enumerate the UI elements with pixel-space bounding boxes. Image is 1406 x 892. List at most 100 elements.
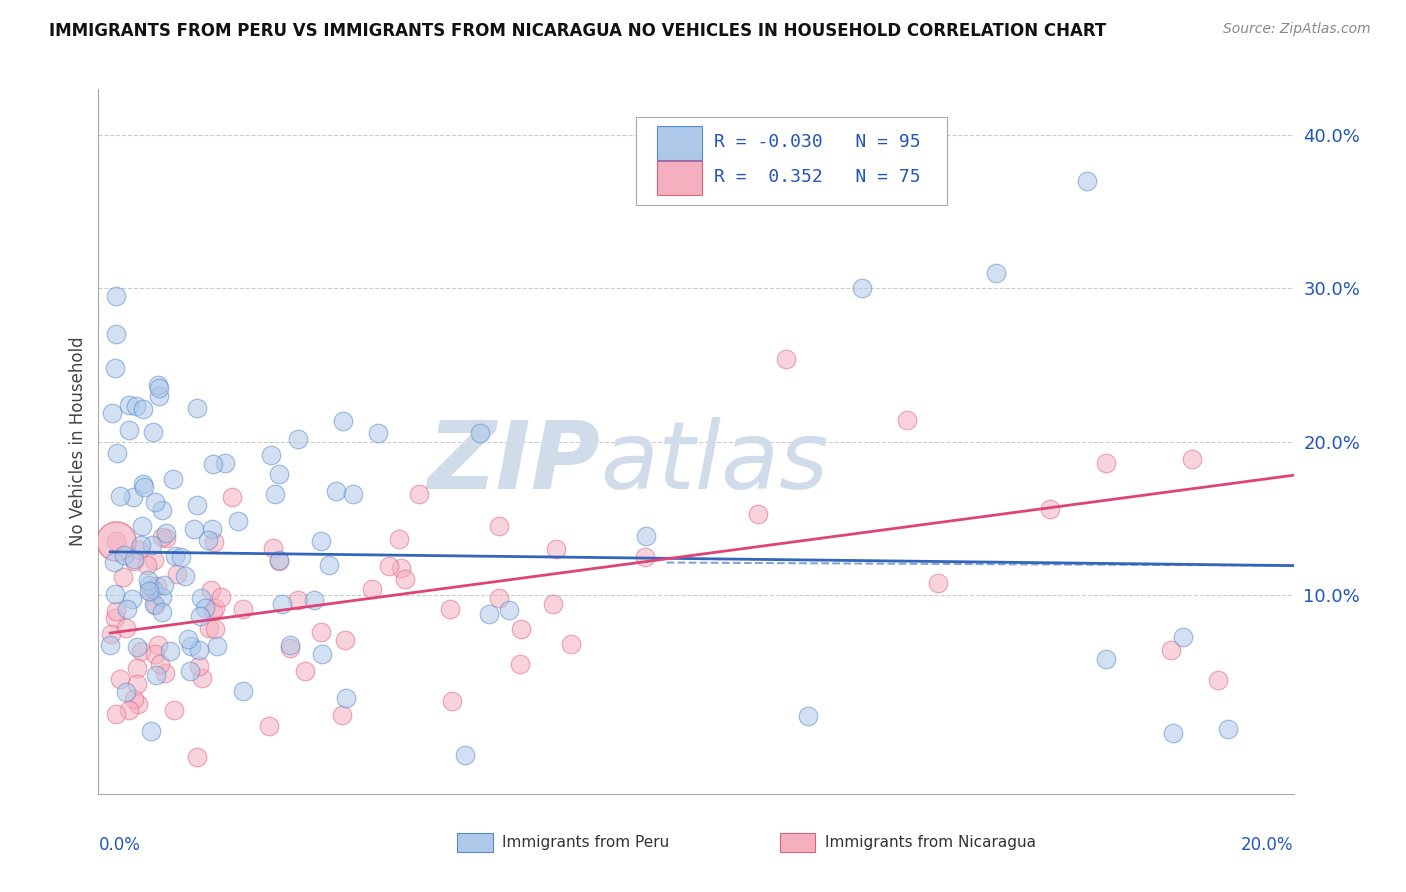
Point bbox=[153, 578, 176, 592]
Point bbox=[127, 677, 149, 691]
Point bbox=[267, 467, 290, 481]
Point bbox=[851, 281, 873, 295]
Point bbox=[394, 572, 416, 586]
Text: R = -0.030   N = 95: R = -0.030 N = 95 bbox=[714, 133, 921, 151]
Point bbox=[468, 425, 491, 440]
Point bbox=[138, 584, 160, 599]
Point bbox=[1161, 726, 1184, 740]
Point bbox=[166, 567, 188, 582]
Point bbox=[138, 578, 160, 592]
Point bbox=[163, 703, 186, 717]
Point bbox=[162, 472, 184, 486]
Point bbox=[122, 552, 145, 566]
Point bbox=[205, 639, 228, 653]
Point bbox=[267, 554, 290, 568]
Point bbox=[177, 632, 200, 646]
Point bbox=[232, 683, 254, 698]
FancyBboxPatch shape bbox=[779, 832, 815, 853]
Text: 20.0%: 20.0% bbox=[1241, 836, 1294, 855]
Point bbox=[201, 522, 224, 536]
Point bbox=[498, 602, 520, 616]
Point bbox=[174, 569, 197, 583]
Point bbox=[129, 538, 152, 552]
Point bbox=[142, 553, 165, 567]
Point bbox=[1076, 174, 1098, 188]
Point bbox=[121, 591, 143, 606]
Point bbox=[170, 549, 193, 564]
Point bbox=[159, 644, 181, 658]
Point bbox=[797, 708, 820, 723]
Point bbox=[204, 622, 226, 636]
Point bbox=[332, 414, 354, 428]
Point bbox=[179, 664, 201, 678]
Point bbox=[221, 490, 243, 504]
Text: ZIP: ZIP bbox=[427, 417, 600, 508]
Point bbox=[488, 591, 510, 606]
Point bbox=[148, 638, 170, 652]
FancyBboxPatch shape bbox=[657, 126, 702, 160]
Point bbox=[149, 657, 172, 671]
Point bbox=[262, 541, 284, 555]
Point bbox=[1208, 673, 1230, 687]
Point bbox=[98, 639, 121, 653]
Point bbox=[111, 570, 134, 584]
Point bbox=[543, 598, 565, 612]
Point bbox=[325, 484, 347, 499]
Point bbox=[197, 621, 219, 635]
Point bbox=[155, 526, 177, 541]
Point bbox=[143, 495, 166, 509]
Text: Source: ZipAtlas.com: Source: ZipAtlas.com bbox=[1223, 22, 1371, 37]
Point bbox=[1171, 630, 1194, 644]
Point bbox=[104, 289, 127, 303]
Point bbox=[139, 585, 162, 599]
Point bbox=[190, 591, 212, 605]
Point bbox=[143, 597, 166, 611]
Point bbox=[105, 604, 128, 618]
Point bbox=[110, 672, 132, 686]
Point bbox=[118, 423, 141, 437]
Point bbox=[269, 553, 291, 567]
Point bbox=[108, 489, 131, 503]
Point bbox=[143, 647, 166, 661]
Point bbox=[145, 668, 167, 682]
Point bbox=[201, 604, 224, 618]
Point bbox=[488, 518, 510, 533]
Point bbox=[747, 507, 769, 521]
Point bbox=[105, 327, 128, 342]
Point bbox=[259, 718, 281, 732]
Point bbox=[927, 576, 949, 591]
Point bbox=[132, 477, 155, 491]
Point bbox=[139, 723, 162, 738]
Point bbox=[454, 748, 477, 763]
Point bbox=[129, 644, 152, 658]
Point bbox=[143, 599, 166, 613]
Text: Immigrants from Peru: Immigrants from Peru bbox=[502, 835, 669, 850]
Point bbox=[105, 445, 128, 459]
Point bbox=[335, 632, 357, 647]
Point bbox=[183, 522, 205, 536]
Point bbox=[361, 582, 384, 596]
Point bbox=[186, 401, 208, 415]
Point bbox=[141, 425, 163, 439]
FancyBboxPatch shape bbox=[657, 161, 702, 194]
Point bbox=[896, 412, 918, 426]
Point bbox=[197, 533, 219, 548]
Point bbox=[294, 664, 316, 678]
Point bbox=[287, 593, 309, 607]
Point bbox=[103, 555, 125, 569]
Point bbox=[131, 519, 153, 533]
Point bbox=[115, 685, 138, 699]
Point bbox=[342, 487, 364, 501]
Point bbox=[150, 503, 173, 517]
Point bbox=[544, 541, 567, 556]
Point bbox=[1094, 456, 1116, 470]
Point bbox=[191, 671, 214, 685]
Point bbox=[128, 543, 150, 558]
Point bbox=[188, 643, 211, 657]
Point bbox=[200, 583, 222, 598]
Point bbox=[202, 457, 225, 471]
Point bbox=[188, 659, 211, 673]
Point bbox=[115, 621, 138, 635]
Point bbox=[150, 605, 173, 619]
Point bbox=[104, 587, 127, 601]
